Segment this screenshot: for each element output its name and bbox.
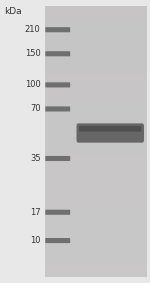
- Bar: [45, 271, 147, 277]
- Bar: [45, 209, 147, 216]
- Text: kDa: kDa: [4, 7, 22, 16]
- Bar: [45, 135, 147, 142]
- Bar: [45, 142, 147, 148]
- Bar: [45, 114, 147, 121]
- Text: 70: 70: [30, 104, 40, 113]
- FancyBboxPatch shape: [79, 126, 141, 132]
- FancyBboxPatch shape: [76, 123, 144, 143]
- Text: 17: 17: [30, 208, 40, 217]
- Bar: [45, 223, 147, 230]
- Bar: [45, 237, 147, 243]
- Bar: [45, 60, 147, 67]
- Bar: [45, 87, 147, 94]
- Bar: [45, 169, 147, 175]
- Bar: [45, 216, 147, 223]
- Bar: [45, 94, 147, 101]
- Bar: [45, 19, 147, 26]
- Bar: [45, 243, 147, 250]
- Bar: [45, 53, 147, 60]
- Bar: [45, 108, 147, 114]
- Bar: [45, 182, 147, 189]
- Bar: [45, 26, 147, 33]
- Text: 10: 10: [30, 236, 40, 245]
- Bar: [45, 6, 147, 277]
- FancyBboxPatch shape: [45, 27, 70, 32]
- Bar: [45, 101, 147, 108]
- Bar: [45, 121, 147, 128]
- Bar: [45, 80, 147, 87]
- Bar: [45, 203, 147, 209]
- Text: 100: 100: [25, 80, 40, 89]
- Bar: [45, 67, 147, 74]
- FancyBboxPatch shape: [45, 210, 70, 215]
- Bar: [45, 12, 147, 19]
- Bar: [45, 264, 147, 271]
- Bar: [45, 175, 147, 182]
- Bar: [45, 162, 147, 169]
- Bar: [45, 6, 147, 12]
- Bar: [45, 257, 147, 264]
- Bar: [45, 230, 147, 237]
- Bar: [45, 148, 147, 155]
- Text: 210: 210: [25, 25, 40, 34]
- FancyBboxPatch shape: [45, 82, 70, 87]
- Bar: [45, 250, 147, 257]
- FancyBboxPatch shape: [45, 51, 70, 56]
- Bar: [45, 196, 147, 203]
- Bar: [45, 46, 147, 53]
- Bar: [45, 155, 147, 162]
- Bar: [45, 74, 147, 80]
- Text: 150: 150: [25, 49, 40, 58]
- FancyBboxPatch shape: [45, 238, 70, 243]
- FancyBboxPatch shape: [45, 106, 70, 112]
- Text: 35: 35: [30, 154, 40, 163]
- Bar: [45, 40, 147, 46]
- Bar: [45, 33, 147, 40]
- Bar: [45, 189, 147, 196]
- Bar: [45, 128, 147, 135]
- FancyBboxPatch shape: [45, 156, 70, 161]
